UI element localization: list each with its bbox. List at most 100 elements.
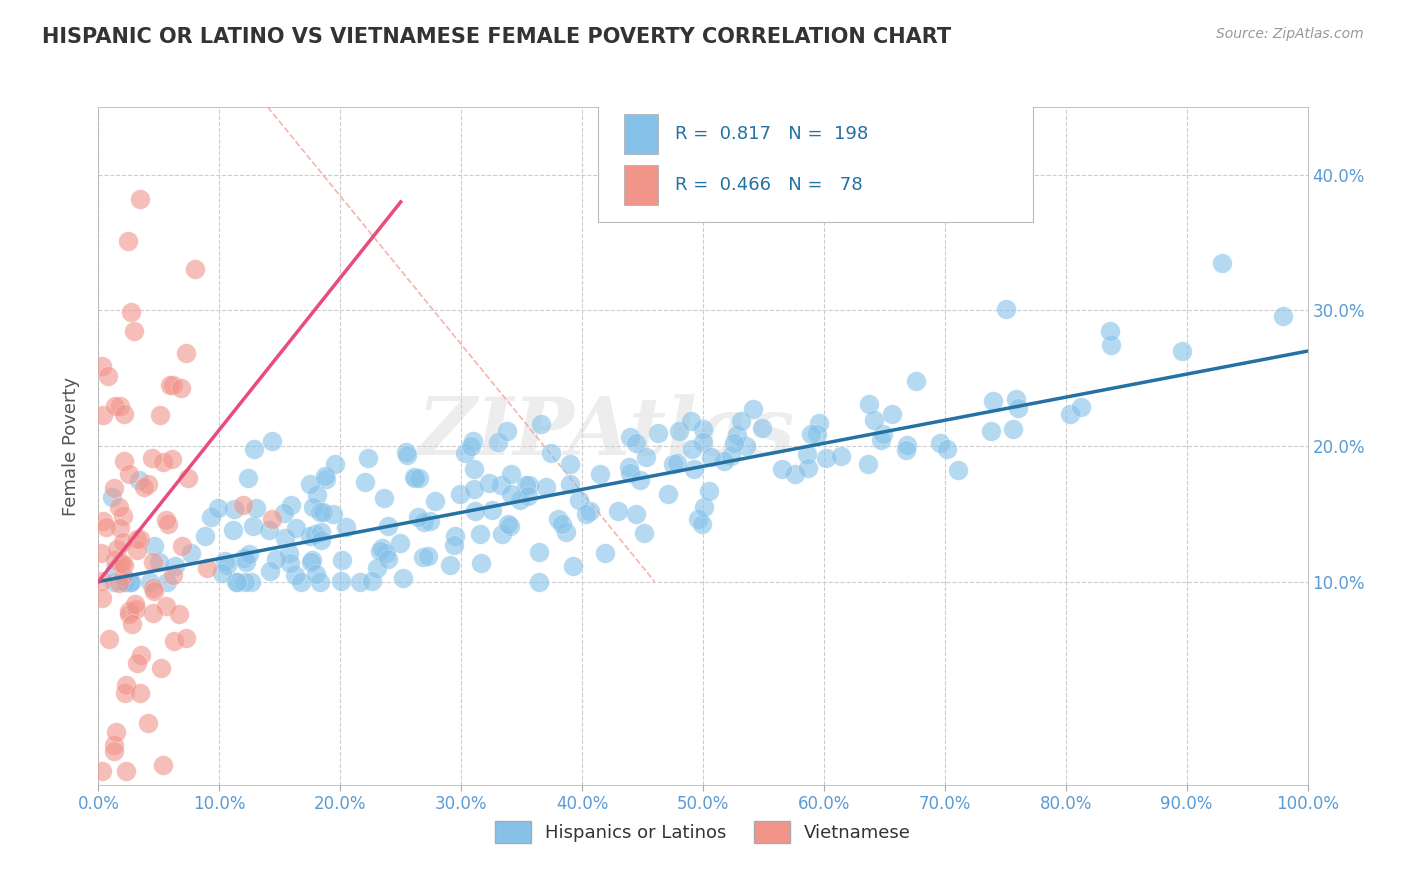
Point [830, 449, 852, 463]
Point [97, 632, 120, 646]
Point [143, 583, 166, 598]
Point [443, 538, 465, 552]
Point [235, 555, 257, 569]
Point [449, 487, 471, 501]
Point [713, 454, 735, 468]
Point [274, 531, 297, 545]
Point [159, 377, 181, 392]
Point [207, 500, 229, 515]
Point [439, 558, 461, 573]
Point [936, 442, 959, 457]
Point [108, 500, 131, 515]
Point [463, 461, 485, 475]
Point [308, 505, 330, 519]
Point [120, 305, 142, 319]
Point [157, 516, 180, 531]
Point [547, 512, 569, 526]
Point [529, 545, 551, 559]
Point [366, 561, 388, 575]
Point [211, 566, 233, 580]
Point [568, 493, 591, 508]
Point [628, 473, 651, 487]
Point [262, 434, 284, 449]
Point [125, 656, 148, 670]
Point [354, 475, 377, 490]
Point [517, 489, 540, 503]
Point [262, 512, 284, 526]
Point [273, 506, 295, 520]
Point [94, 520, 117, 534]
Point [155, 513, 177, 527]
Point [509, 492, 531, 507]
Point [796, 447, 818, 461]
Point [322, 507, 344, 521]
Point [112, 407, 135, 421]
Point [103, 481, 125, 495]
Point [309, 525, 332, 540]
Point [470, 557, 492, 571]
Point [177, 471, 200, 485]
Point [122, 324, 145, 338]
Point [948, 463, 970, 477]
Point [371, 541, 394, 556]
FancyBboxPatch shape [598, 97, 1033, 222]
Point [995, 301, 1018, 316]
Point [562, 559, 585, 574]
Point [236, 471, 259, 485]
Point [981, 393, 1004, 408]
Point [444, 529, 467, 543]
Point [298, 529, 321, 543]
Point [120, 574, 142, 589]
Point [142, 606, 165, 620]
Point [163, 558, 186, 573]
Point [540, 446, 562, 460]
Point [863, 413, 886, 427]
Point [356, 451, 378, 466]
Point [115, 677, 138, 691]
Point [118, 604, 141, 618]
Point [257, 523, 280, 537]
Point [124, 597, 146, 611]
Point [725, 428, 748, 442]
Point [214, 553, 236, 567]
Point [128, 686, 150, 700]
Point [882, 407, 904, 421]
Point [114, 686, 136, 700]
Point [156, 574, 179, 589]
Point [90, 764, 112, 779]
Point [517, 478, 540, 492]
Point [125, 601, 148, 615]
Point [118, 574, 141, 589]
Point [259, 565, 281, 579]
Point [280, 556, 302, 570]
Point [302, 500, 325, 514]
Point [686, 512, 709, 526]
Point [90, 546, 112, 560]
Point [332, 553, 354, 567]
Point [194, 529, 217, 543]
Point [626, 435, 648, 450]
Point [1099, 338, 1122, 352]
Point [162, 378, 184, 392]
Point [104, 562, 127, 576]
Point [460, 439, 482, 453]
Point [103, 399, 125, 413]
Point [180, 546, 202, 560]
Point [797, 461, 820, 475]
Point [806, 426, 828, 441]
Point [232, 498, 254, 512]
Point [626, 507, 648, 521]
Point [1170, 344, 1192, 359]
Point [377, 518, 399, 533]
Point [305, 566, 328, 581]
Point [91, 409, 114, 423]
Point [142, 555, 165, 569]
Point [501, 467, 523, 482]
Point [108, 556, 131, 570]
Point [309, 533, 332, 547]
Point [560, 457, 582, 471]
Point [195, 561, 218, 575]
Point [174, 631, 197, 645]
Point [619, 430, 641, 444]
Point [904, 374, 927, 388]
